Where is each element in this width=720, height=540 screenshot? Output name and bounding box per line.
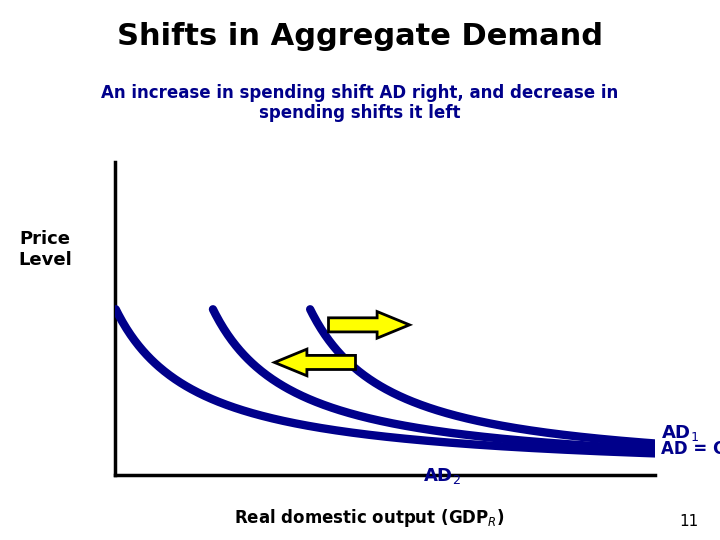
Text: An increase in spending shift AD right, and decrease in
spending shifts it left: An increase in spending shift AD right, … xyxy=(102,84,618,123)
Text: AD$_1$: AD$_1$ xyxy=(661,423,698,443)
FancyArrow shape xyxy=(274,349,356,376)
FancyArrow shape xyxy=(328,312,410,338)
Text: Shifts in Aggregate Demand: Shifts in Aggregate Demand xyxy=(117,22,603,51)
Text: AD = C + I + G + Xn: AD = C + I + G + Xn xyxy=(661,440,720,457)
Text: AD$_2$: AD$_2$ xyxy=(423,466,461,486)
Text: Price
Level: Price Level xyxy=(18,230,72,269)
Text: Real domestic output (GDP$_R$): Real domestic output (GDP$_R$) xyxy=(234,507,504,529)
Text: 11: 11 xyxy=(679,514,698,529)
